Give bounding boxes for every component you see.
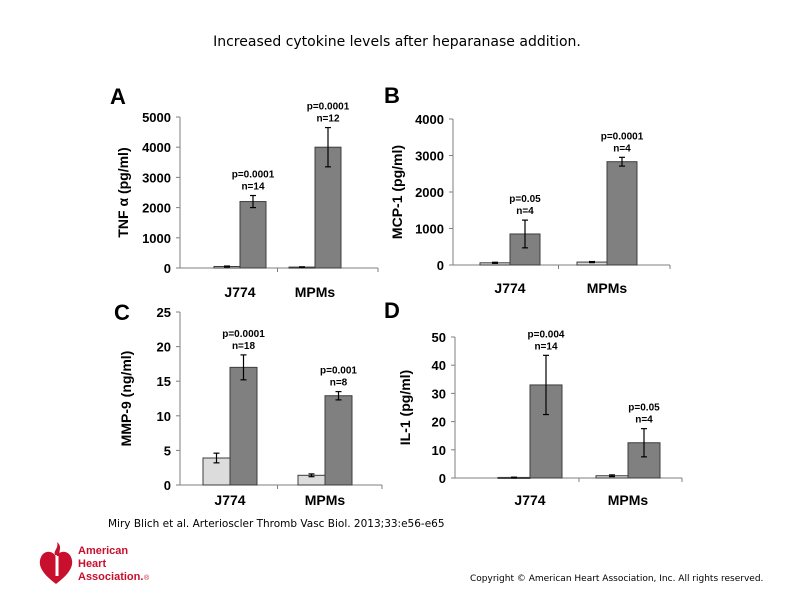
y-tick-label: 25 bbox=[157, 305, 171, 320]
n-label: n=18 bbox=[232, 341, 256, 352]
x-category-label: J774 bbox=[214, 492, 245, 508]
citation: Miry Blich et al. Arterioscler Thromb Va… bbox=[108, 518, 445, 530]
american-heart-association-logo: American Heart Association. ® bbox=[39, 542, 150, 584]
p-value-label: p=0.001 bbox=[320, 366, 357, 377]
bar bbox=[239, 201, 267, 269]
logo-text-heart: Heart bbox=[78, 558, 106, 570]
y-tick-label: 10 bbox=[157, 409, 171, 424]
p-value-label: p=0.05 bbox=[628, 403, 660, 414]
y-tick-label: 0 bbox=[164, 478, 171, 493]
logo-text-association: Association. bbox=[78, 571, 143, 583]
n-label: n=4 bbox=[613, 143, 631, 154]
y-tick-label: 4000 bbox=[142, 140, 171, 155]
x-category-label: MPMs bbox=[305, 492, 346, 508]
y-tick-label: 1000 bbox=[142, 231, 171, 246]
x-category-label: J774 bbox=[224, 284, 255, 300]
p-value-label: p=0.0001 bbox=[307, 102, 350, 113]
y-tick-label: 20 bbox=[157, 340, 171, 355]
x-category-label: J774 bbox=[494, 280, 525, 296]
n-label: n=4 bbox=[516, 206, 534, 217]
logo-registered-mark: ® bbox=[144, 574, 150, 582]
y-tick-label: 5 bbox=[164, 443, 171, 458]
n-label: n=8 bbox=[330, 378, 348, 389]
y-tick-label: 0 bbox=[164, 261, 171, 276]
y-axis-label: MCP-1 (pg/ml) bbox=[389, 145, 405, 239]
logo-text-american: American bbox=[78, 545, 128, 557]
y-tick-label: 5000 bbox=[142, 110, 171, 125]
panel-letter: B bbox=[384, 83, 400, 108]
y-tick-label: 50 bbox=[432, 330, 446, 345]
p-value-label: p=0.004 bbox=[528, 329, 565, 340]
y-tick-label: 10 bbox=[432, 443, 446, 458]
x-category-label: MPMs bbox=[608, 492, 649, 508]
y-tick-label: 4000 bbox=[415, 112, 444, 127]
p-value-label: p=0.05 bbox=[509, 194, 541, 205]
x-category-label: J774 bbox=[514, 492, 545, 508]
heart-torch-icon bbox=[39, 542, 73, 584]
y-tick-label: 2000 bbox=[415, 185, 444, 200]
n-label: n=14 bbox=[534, 341, 558, 352]
y-axis-label: IL-1 (pg/ml) bbox=[397, 370, 413, 445]
y-tick-label: 40 bbox=[432, 358, 446, 373]
p-value-label: p=0.0001 bbox=[222, 329, 265, 340]
x-category-label: MPMs bbox=[295, 284, 336, 300]
y-tick-label: 20 bbox=[432, 415, 446, 430]
y-tick-label: 0 bbox=[437, 258, 444, 273]
panel-letter: D bbox=[384, 298, 400, 323]
panel-letter: C bbox=[114, 300, 130, 325]
y-axis-label: TNF α (pg/ml) bbox=[115, 147, 131, 237]
y-tick-label: 3000 bbox=[415, 149, 444, 164]
panel-letter: A bbox=[110, 84, 126, 109]
y-tick-label: 2000 bbox=[142, 201, 171, 216]
y-axis-label: MMP-9 (ng/ml) bbox=[118, 351, 134, 447]
y-tick-label: 1000 bbox=[415, 222, 444, 237]
p-value-label: p=0.0001 bbox=[601, 131, 644, 142]
y-tick-label: 30 bbox=[432, 386, 446, 401]
n-label: n=14 bbox=[241, 182, 265, 193]
x-category-label: MPMs bbox=[587, 280, 628, 296]
n-label: n=4 bbox=[635, 415, 653, 426]
bar bbox=[229, 366, 258, 486]
copyright-notice: Copyright © American Heart Association, … bbox=[470, 574, 764, 584]
slide-title: Increased cytokine levels after heparana… bbox=[213, 34, 581, 50]
y-tick-label: 0 bbox=[439, 471, 446, 486]
p-value-label: p=0.0001 bbox=[232, 170, 275, 181]
bar bbox=[324, 395, 353, 486]
bar bbox=[606, 161, 638, 266]
n-label: n=12 bbox=[316, 114, 340, 125]
y-tick-label: 3000 bbox=[142, 170, 171, 185]
y-tick-label: 15 bbox=[157, 374, 171, 389]
